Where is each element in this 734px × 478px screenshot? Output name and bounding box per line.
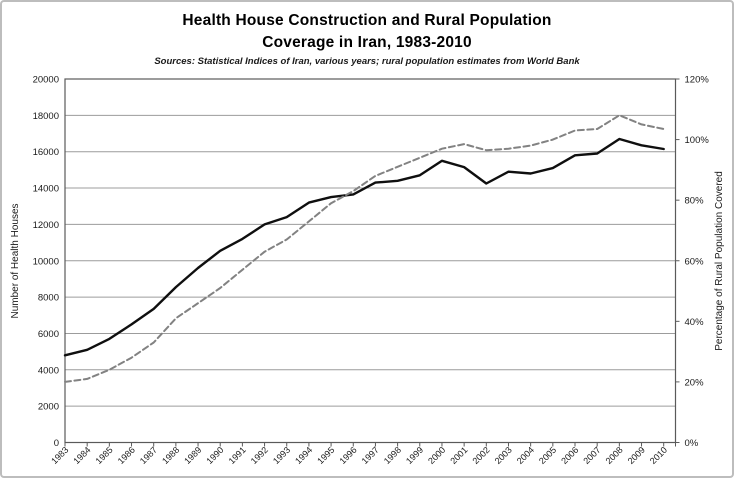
- x-axis-label: 2002: [470, 445, 491, 466]
- x-axis-label: 1995: [315, 445, 336, 466]
- x-axis-label: 1989: [182, 445, 203, 466]
- x-axis-label: 1984: [71, 445, 92, 466]
- x-axis-label: 1999: [404, 445, 425, 466]
- right-axis-tick-label: 0%: [685, 438, 699, 449]
- x-axis-label: 2006: [559, 445, 580, 466]
- left-axis-tick-labels: 0 2000 4000 6000 8000 10000 12000 14000 16000 180…: [33, 75, 59, 450]
- left-axis-tick-label: 6000: [38, 329, 59, 340]
- chart-title-line1: Health House Construction and Rural Popu…: [182, 12, 552, 29]
- right-axis-tick-label: 20%: [685, 377, 705, 388]
- x-axis-label: 1983: [49, 445, 70, 466]
- left-axis-tick-label: 4000: [38, 365, 59, 376]
- left-axis-tick-label: 20000: [33, 75, 59, 86]
- left-axis-tick-label: 18000: [33, 111, 59, 122]
- x-axis-label: 1993: [271, 445, 292, 466]
- left-axis-tick-label: 14000: [33, 184, 59, 195]
- left-axis-tick-label: 10000: [33, 256, 59, 267]
- x-axis-label: 1994: [293, 445, 314, 466]
- left-axis-tick-label: 16000: [33, 147, 59, 158]
- x-axis-label: 2010: [648, 445, 669, 466]
- x-axis-label: 2008: [604, 445, 625, 466]
- x-axis-label: 2000: [426, 445, 447, 466]
- chart-header: Health House Construction and Rural Popu…: [2, 10, 732, 67]
- x-axis-label: 2004: [515, 445, 536, 466]
- x-axis-label: 2007: [581, 445, 602, 466]
- x-axis-label: 1992: [249, 445, 270, 466]
- right-axis-tick-label: 60%: [685, 256, 705, 267]
- x-axis-label: 1997: [360, 445, 381, 466]
- x-axis-label: 1986: [116, 445, 137, 466]
- health-houses-line: [63, 137, 665, 357]
- y-gridlines: [65, 78, 676, 443]
- left-axis-tick-label: 0: [54, 438, 59, 449]
- right-axis-tick-labels: 0% 20% 40% 60% 80% 100% 120%: [685, 75, 710, 450]
- coverage-percentage-line: [64, 114, 665, 383]
- x-axis-label: 2005: [537, 445, 558, 466]
- x-axis-labels: 1983 1984 1985 1986 1987 1988 1989 1990 1991 1992…: [49, 445, 669, 466]
- x-axis-ticks: [64, 442, 676, 447]
- x-axis-label: 1990: [204, 445, 225, 466]
- x-axis-label: 1996: [337, 445, 358, 466]
- left-axis-tick-label: 12000: [33, 220, 59, 231]
- x-axis-label: 1988: [160, 445, 181, 466]
- x-axis-label: 1998: [382, 445, 403, 466]
- left-axis-tick-label: 2000: [38, 402, 59, 413]
- left-axis-title: Number of Health Houses: [10, 203, 21, 318]
- right-axis-ticks: [675, 78, 680, 443]
- chart-subtitle: Sources: Statistical Indices of Iran, va…: [154, 56, 580, 67]
- left-axis-tick-label: 8000: [38, 293, 59, 304]
- right-axis-tick-label: 80%: [685, 196, 705, 207]
- x-axis-label: 1985: [94, 445, 115, 466]
- x-axis-label: 2009: [626, 445, 647, 466]
- chart-title-line2: Coverage in Iran, 1983-2010: [262, 34, 472, 51]
- x-axis-label: 1987: [138, 445, 159, 466]
- right-axis-title: Percentage of Rural Population Covered: [714, 171, 725, 351]
- right-axis-tick-label: 120%: [685, 75, 710, 86]
- right-axis-tick-label: 40%: [685, 317, 705, 328]
- x-axis-label: 1991: [227, 445, 248, 466]
- x-axis-label: 2001: [448, 445, 469, 466]
- right-axis-tick-label: 100%: [685, 135, 710, 146]
- x-axis-label: 2003: [493, 445, 514, 466]
